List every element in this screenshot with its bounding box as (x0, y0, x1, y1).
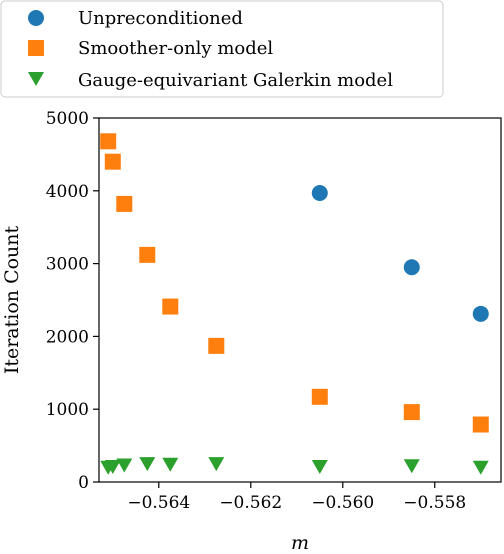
point-smoother-only (208, 337, 225, 354)
y-tick-label: 1000 (46, 400, 89, 420)
legend-label-smoother: Smoother-only model (78, 38, 273, 59)
x-tick-label: −0.558 (403, 493, 466, 513)
point-unpreconditioned (472, 305, 489, 322)
point-galerkin (208, 457, 225, 472)
point-unpreconditioned (311, 184, 328, 201)
legend-frame (0, 0, 444, 98)
x-tick-label: −0.562 (219, 493, 282, 513)
point-galerkin (162, 457, 179, 472)
point-smoother-only (139, 246, 156, 263)
point-smoother-only (472, 416, 489, 433)
point-galerkin (472, 460, 489, 475)
y-tick-label: 0 (78, 473, 89, 493)
data-marks (100, 133, 489, 475)
point-smoother-only (311, 388, 328, 405)
y-tick-label: 5000 (46, 109, 89, 129)
legend-label-unpreconditioned: Unpreconditioned (78, 8, 243, 29)
point-galerkin (139, 457, 156, 472)
legend-marker-smoother (28, 40, 44, 56)
legend-marker-unpreconditioned (28, 10, 44, 26)
y-tick-label: 2000 (46, 327, 89, 347)
legend-marker-galerkin (28, 72, 44, 86)
x-tick-label: −0.560 (311, 493, 374, 513)
point-smoother-only (162, 298, 179, 315)
point-smoother-only (116, 195, 133, 212)
point-unpreconditioned (403, 259, 420, 276)
y-tick-label: 4000 (46, 182, 89, 202)
point-galerkin (403, 459, 420, 474)
point-galerkin (311, 459, 328, 474)
plot-frame (98, 117, 502, 483)
plot-area: −0.564 −0.562 −0.560 −0.558 0 1000 2000 3000 40… (46, 109, 502, 513)
y-tick-label: 3000 (46, 255, 89, 275)
legend-label-galerkin: Gauge-equivariant Galerkin model (78, 70, 393, 91)
point-smoother-only (100, 133, 117, 150)
point-galerkin (104, 459, 121, 474)
x-axis-ticks: −0.564 −0.562 −0.560 −0.558 (127, 482, 466, 513)
x-axis-label: m (291, 532, 309, 554)
point-smoother-only (104, 153, 121, 170)
legend: Unpreconditioned Smoother-only model Gau… (0, 0, 444, 98)
point-smoother-only (403, 404, 420, 421)
point-galerkin (116, 458, 133, 473)
y-axis-ticks: 0 1000 2000 3000 4000 5000 (46, 109, 99, 493)
y-axis-label: Iteration Count (1, 225, 23, 374)
x-tick-label: −0.564 (127, 493, 190, 513)
